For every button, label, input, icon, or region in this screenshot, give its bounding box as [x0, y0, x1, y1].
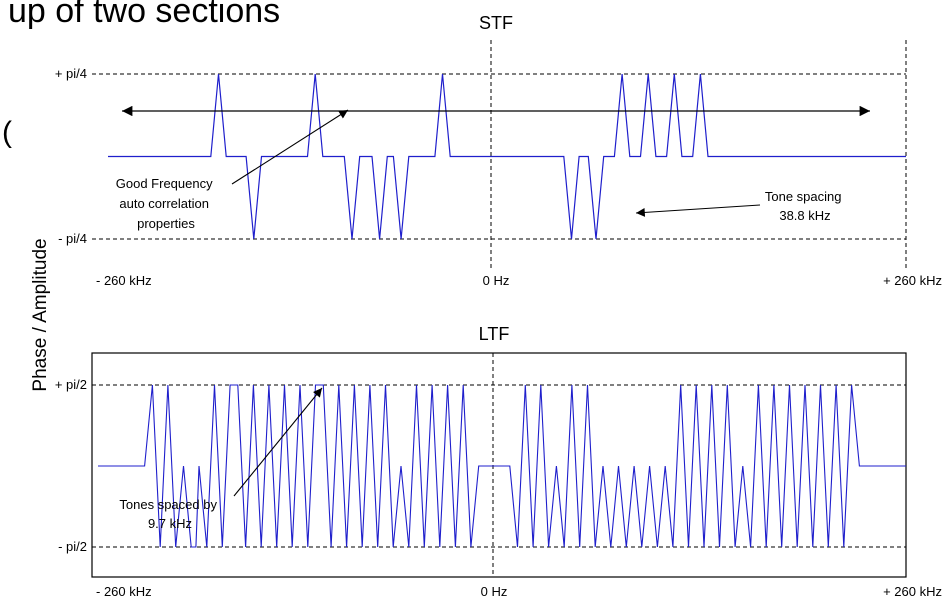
stf-xtick-center: 0 Hz — [483, 273, 510, 288]
cropped-header-text: up of two sections — [8, 0, 280, 30]
stf-annotation-tone-spacing: Tone spacing 38.8 kHz — [765, 189, 845, 223]
stf-annotation-autocorr: Good Frequency auto correlation properti… — [116, 176, 216, 231]
cropped-margin-text: ( — [2, 116, 12, 149]
stf-ytick-top: + pi/4 — [55, 66, 87, 81]
ltf-title: LTF — [479, 324, 510, 344]
ltf-plot-frame — [91, 352, 907, 578]
stf-auto-corr-arrow — [231, 109, 349, 185]
ltf-ytick-bottom: - pi/2 — [58, 539, 87, 554]
ltf-signal-line — [98, 384, 906, 548]
y-axis-label: Phase / Amplitude — [30, 238, 51, 391]
ltf-panel: LTF + pi/2 - pi/2 - 260 kHz 0 Hz + 260 k… — [55, 324, 942, 599]
stf-tone-spacing-arrow — [635, 204, 761, 217]
stf-title: STF — [479, 13, 513, 33]
ltf-xtick-right: + 260 kHz — [883, 584, 942, 599]
stf-panel: STF + pi/4 - pi/4 - 260 kHz 0 Hz + 260 k… — [55, 13, 942, 288]
ltf-xtick-center: 0 Hz — [481, 584, 508, 599]
ltf-tone-spacing-arrow — [233, 387, 323, 497]
ltf-xtick-left: - 260 kHz — [96, 584, 152, 599]
stf-xtick-right: + 260 kHz — [883, 273, 942, 288]
stf-signal-line — [108, 73, 906, 240]
ltf-ytick-top: + pi/2 — [55, 377, 87, 392]
ltf-annotation-tone-spacing: Tones spaced by 9.7 kHz — [119, 497, 220, 531]
stf-ytick-bottom: - pi/4 — [58, 231, 87, 246]
stf-xtick-left: - 260 kHz — [96, 273, 152, 288]
